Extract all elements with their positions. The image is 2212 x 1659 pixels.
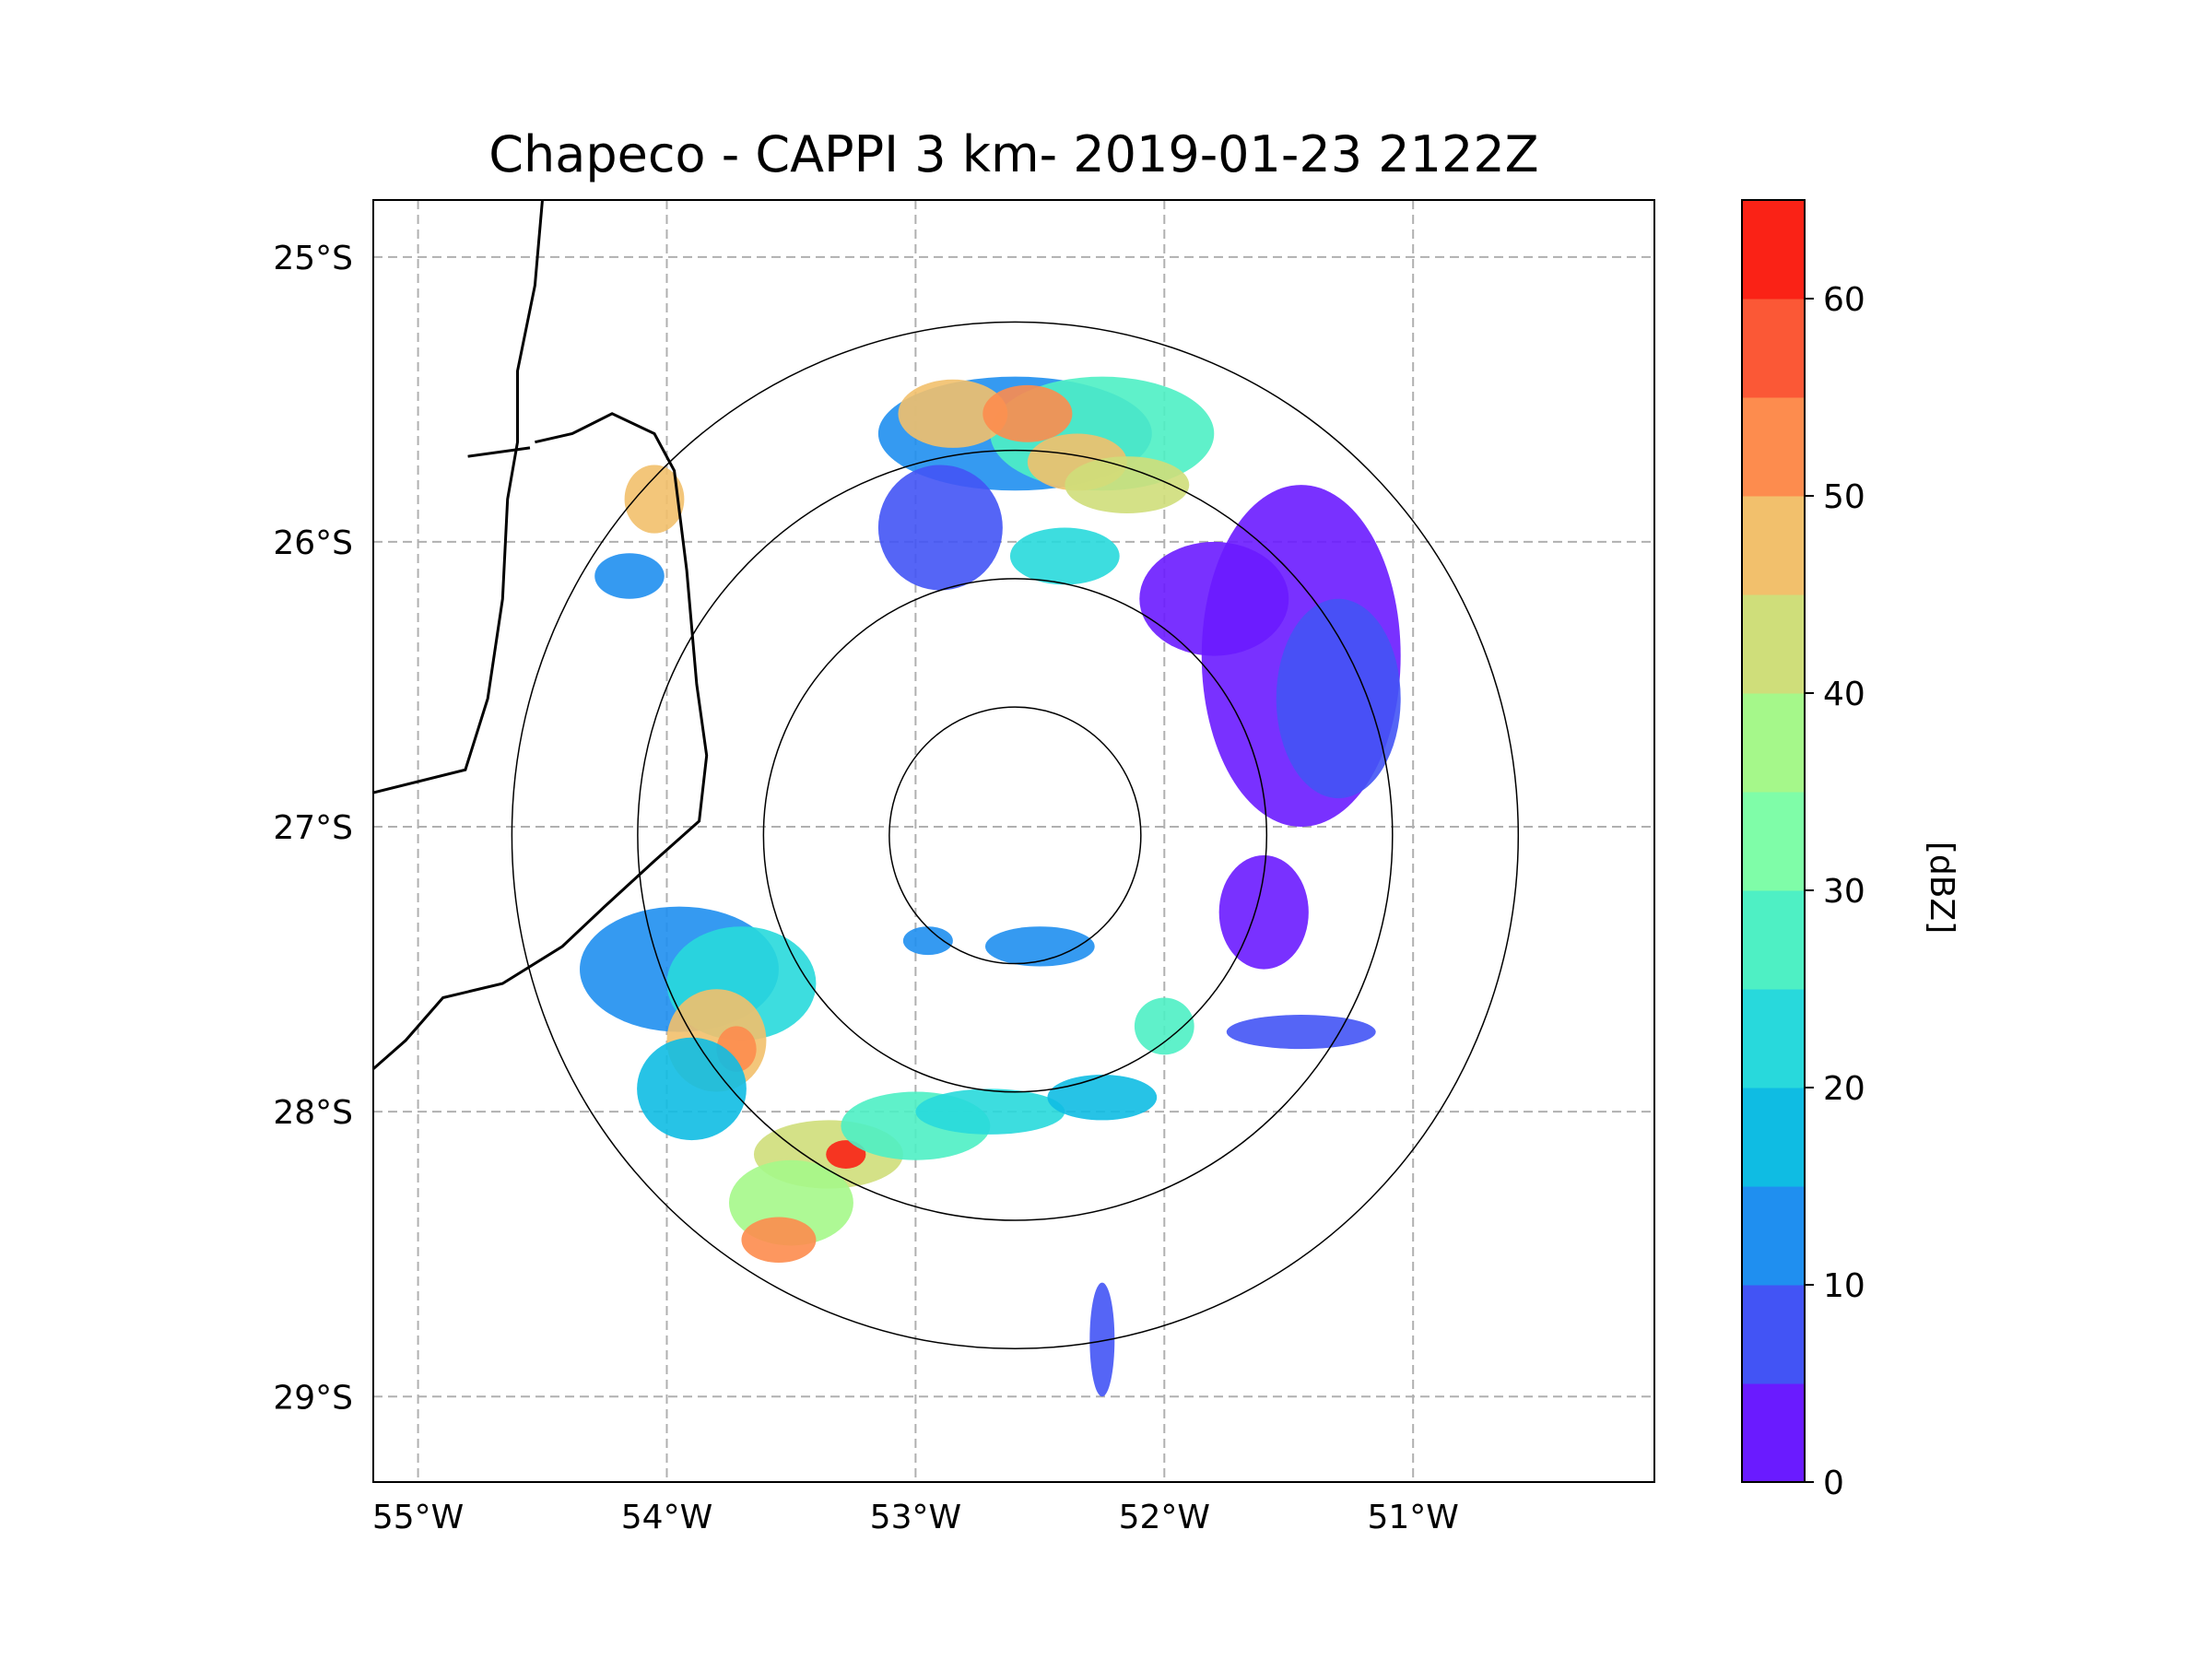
range-ring xyxy=(637,449,1394,1221)
colorbar-swatch xyxy=(1742,397,1805,497)
colorbar-swatch xyxy=(1742,200,1805,300)
colorbar-swatch xyxy=(1742,496,1805,595)
lat-tick-label: 28°S xyxy=(273,1094,353,1132)
colorbar-ticks: 0 10 20 30 40 50 60 xyxy=(1805,281,1865,1502)
colorbar-swatch xyxy=(1742,594,1805,694)
echo-cell xyxy=(624,465,685,534)
echo-cell xyxy=(637,1037,747,1141)
echo-cell xyxy=(1047,1074,1158,1121)
lat-tick-label: 27°S xyxy=(273,809,353,847)
map-area xyxy=(373,200,1654,1482)
lon-tick-label: 53°W xyxy=(870,1499,961,1536)
range-ring xyxy=(762,578,1268,1093)
lat-tick-label: 26°S xyxy=(273,524,353,562)
echo-cell xyxy=(1226,1015,1376,1050)
lon-tick-label: 54°W xyxy=(621,1499,712,1536)
colorbar-tick-label: 0 xyxy=(1823,1465,1844,1502)
echo-cell xyxy=(741,1217,817,1263)
echo-cell xyxy=(1089,1282,1115,1397)
echo-cell xyxy=(1065,456,1190,514)
echo-cell xyxy=(898,379,1008,448)
map-frame xyxy=(372,199,1655,1483)
colorbar-swatch xyxy=(1742,693,1805,793)
range-ring xyxy=(511,321,1520,1350)
echo-cell xyxy=(1139,541,1289,656)
colorbar-swatch xyxy=(1742,299,1805,398)
echo-cell xyxy=(902,926,953,956)
lon-tick-label: 55°W xyxy=(372,1499,464,1536)
echo-cell xyxy=(1009,527,1120,585)
argentina-brazil-border xyxy=(373,200,544,794)
colorbar-swatch xyxy=(1742,989,1805,1088)
plot-title: Chapeco - CAPPI 3 km- 2019-01-23 2122Z xyxy=(488,125,1538,183)
political-borders xyxy=(373,200,709,1070)
colorbar-tick-label: 30 xyxy=(1823,873,1865,911)
colorbar-swatch xyxy=(1742,1285,1805,1384)
echo-cell xyxy=(1218,854,1309,970)
colorbar-swatch xyxy=(1742,1383,1805,1483)
colorbar xyxy=(1741,199,1806,1483)
lat-tick-label: 29°S xyxy=(273,1379,353,1417)
lon-tick-label: 51°W xyxy=(1367,1499,1458,1536)
colorbar-tick-label: 20 xyxy=(1823,1070,1865,1108)
echo-cell xyxy=(877,465,1003,591)
echo-cell xyxy=(826,1140,866,1169)
reflectivity-echoes xyxy=(580,376,1401,1397)
echo-cell xyxy=(915,1088,1065,1135)
colorbar-tick-label: 50 xyxy=(1823,478,1865,516)
misiones-outline-border xyxy=(373,412,709,1070)
lat-tick-label: 25°S xyxy=(273,240,353,277)
echo-cell xyxy=(982,384,1073,442)
colorbar-label: [dBZ] xyxy=(1923,841,1960,934)
lon-tick-label: 52°W xyxy=(1119,1499,1210,1536)
colorbar-tick-label: 40 xyxy=(1823,676,1865,713)
colorbar-swatch xyxy=(1742,1088,1805,1187)
colorbar-swatch xyxy=(1742,1186,1805,1286)
longitude-labels: 55°W 54°W 53°W 52°W 51°W xyxy=(372,1499,1459,1536)
colorbar-swatch xyxy=(1742,890,1805,990)
echo-cell xyxy=(1134,997,1194,1055)
colorbar-frame xyxy=(1741,199,1806,1483)
latitude-labels: 25°S 26°S 27°S 28°S 29°S xyxy=(273,240,353,1417)
colorbar-swatch xyxy=(1742,792,1805,891)
echo-cell xyxy=(1276,598,1401,799)
echo-cell xyxy=(984,926,1095,967)
range-ring xyxy=(888,706,1142,965)
colorbar-tick-label: 10 xyxy=(1823,1267,1865,1305)
range-rings xyxy=(511,321,1520,1350)
echo-cell xyxy=(594,553,665,599)
colorbar-tick-label: 60 xyxy=(1823,281,1865,319)
northeast-argentina-border xyxy=(467,446,531,458)
